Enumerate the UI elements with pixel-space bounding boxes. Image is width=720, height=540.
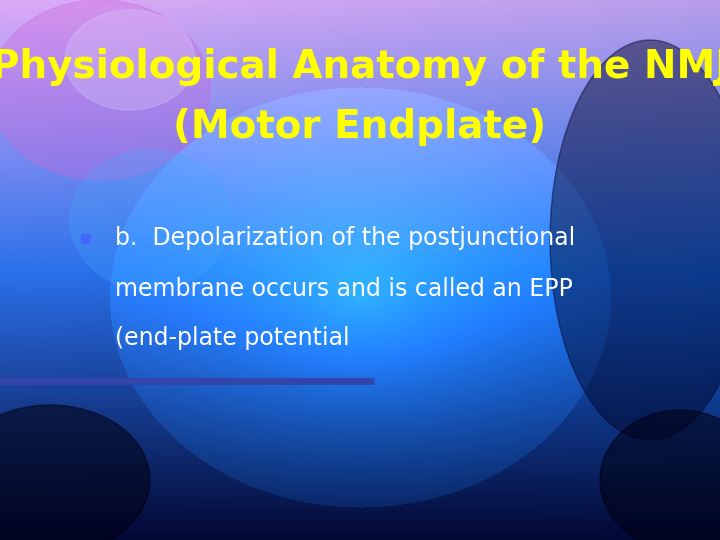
Ellipse shape: [550, 40, 720, 440]
Text: (Motor Endplate): (Motor Endplate): [174, 108, 546, 146]
Text: (end-plate potential: (end-plate potential: [115, 326, 350, 349]
Text: b.  Depolarization of the postjunctional: b. Depolarization of the postjunctional: [115, 226, 575, 249]
Text: Physiological Anatomy of the NMJ: Physiological Anatomy of the NMJ: [0, 49, 720, 86]
Ellipse shape: [0, 405, 150, 540]
Text: ■: ■: [80, 231, 91, 244]
Ellipse shape: [0, 0, 210, 180]
Ellipse shape: [65, 10, 195, 110]
Ellipse shape: [600, 410, 720, 540]
Ellipse shape: [70, 150, 230, 290]
Text: membrane occurs and is called an EPP: membrane occurs and is called an EPP: [115, 277, 572, 301]
